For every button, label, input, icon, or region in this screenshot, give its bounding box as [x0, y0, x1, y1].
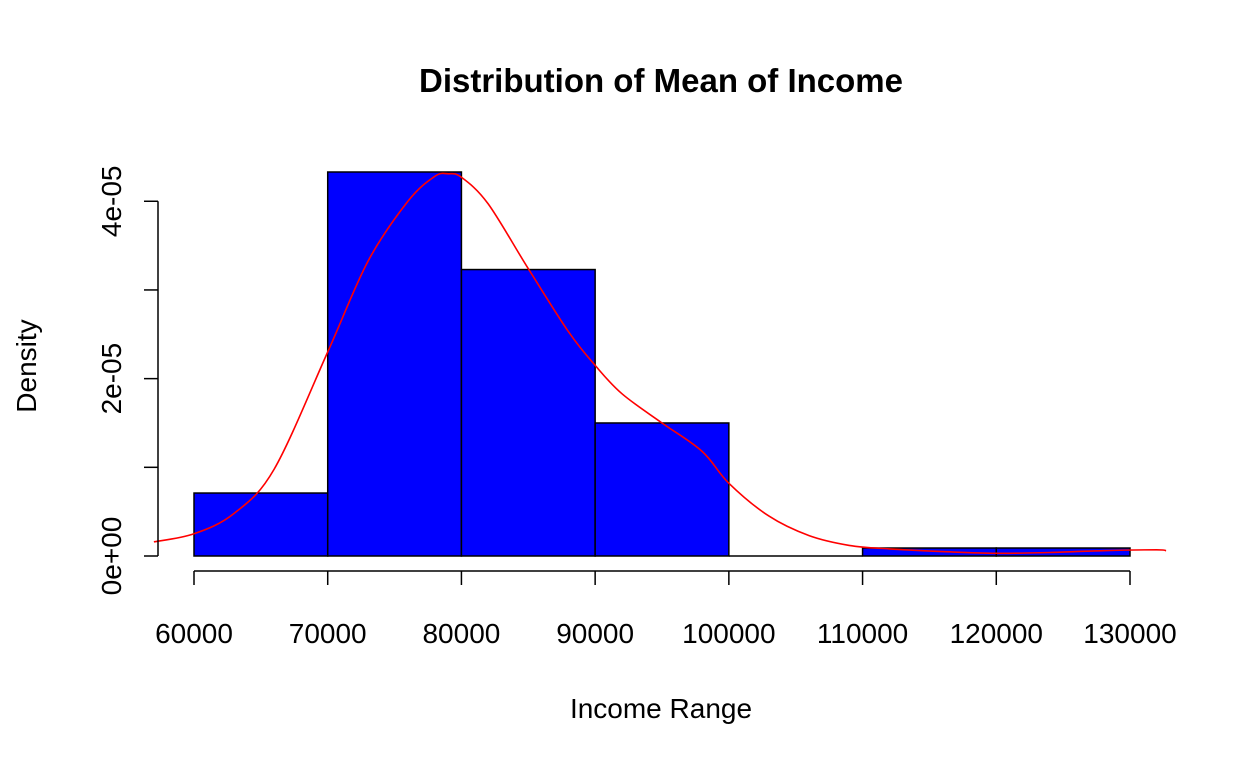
x-axis-title: Income Range: [570, 693, 752, 724]
x-tick-label: 120000: [950, 618, 1043, 649]
x-tick-label: 100000: [682, 618, 775, 649]
density-curve-layer: [153, 172, 1167, 555]
x-tick-label: 130000: [1083, 618, 1176, 649]
density-curve-line: [153, 172, 1167, 555]
y-tick-label: 0e+00: [96, 517, 127, 596]
x-tick-label: 60000: [155, 618, 233, 649]
x-axis: 60000 70000 80000 90000 100000 110000 120000 13…: [155, 570, 1177, 649]
bars-layer: [193, 171, 1131, 557]
y-axis: 0e+00 2e-05 4e-05: [96, 165, 159, 596]
y-axis-title: Density: [11, 319, 42, 412]
x-tick-label: 80000: [422, 618, 500, 649]
histogram-bar: [460, 268, 596, 557]
x-tick-label: 90000: [556, 618, 634, 649]
histogram-bar: [193, 492, 329, 557]
chart-title: Distribution of Mean of Income: [419, 62, 903, 99]
y-tick-label: 2e-05: [96, 343, 127, 415]
y-tick-label: 4e-05: [96, 165, 127, 237]
histogram-bar: [594, 422, 730, 557]
histogram-bar: [326, 171, 463, 557]
x-tick-label: 110000: [817, 618, 908, 649]
x-tick-label: 70000: [289, 618, 367, 649]
